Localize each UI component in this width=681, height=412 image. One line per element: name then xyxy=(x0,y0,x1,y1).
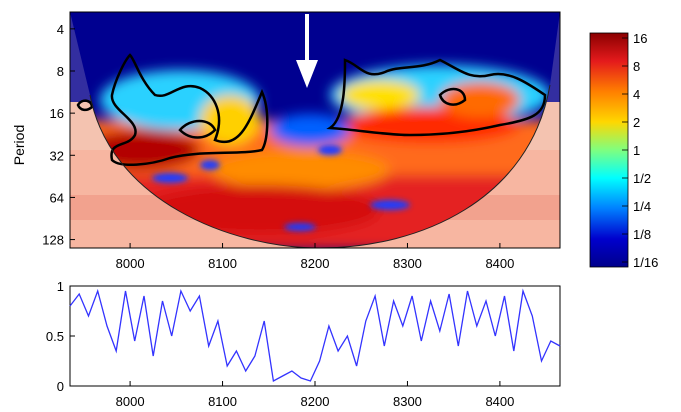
timeseries-frame xyxy=(69,285,561,387)
colorbar-tick-label: 4 xyxy=(633,87,640,102)
heatmap-x-tick-label: 8000 xyxy=(116,256,145,271)
timeseries-x-axis: 8000 8100 8200 8300 8400 xyxy=(116,381,514,409)
timeseries-x-tick-label: 8400 xyxy=(485,394,514,409)
heatmap-y-tick-label: 8 xyxy=(57,64,64,79)
colorbar-tick-label: 8 xyxy=(633,59,640,74)
colorbar-gradient xyxy=(589,32,629,268)
heatmap-y-axis: 4 8 16 32 64 128 xyxy=(42,22,75,248)
timeseries-y-tick-label: 1 xyxy=(57,279,64,294)
colorbar: 16 8 4 2 1 1/2 1/4 1/8 1/16 xyxy=(589,31,658,270)
series-line xyxy=(69,288,561,383)
timeseries-x-tick-label: 8100 xyxy=(208,394,237,409)
timeseries-y-tick-label: 0.5 xyxy=(46,329,64,344)
cone-of-influence xyxy=(89,84,551,248)
timeseries-panel: 00.51 8000 8100 8200 8300 8400 xyxy=(46,279,561,409)
heatmap-y-tick-label: 32 xyxy=(50,148,64,163)
timeseries-y-axis: 00.51 xyxy=(46,279,75,394)
heatmap-y-tick-label: 16 xyxy=(50,106,64,121)
significance-contours xyxy=(76,53,547,166)
heatmap-y-axis-label: Period xyxy=(11,125,27,165)
heatmap-x-tick-label: 8300 xyxy=(393,256,422,271)
heatmap-y-tick-label: 64 xyxy=(50,190,64,205)
heatmap-x-axis: 8000 8100 8200 8300 8400 xyxy=(116,243,514,271)
colorbar-tick-label: 1/2 xyxy=(633,171,651,186)
timeseries-x-tick-label: 8200 xyxy=(301,394,330,409)
colorbar-tick-label: 16 xyxy=(633,31,647,46)
colorbar-tick-label: 1/4 xyxy=(633,199,651,214)
heatmap-y-tick-label: 128 xyxy=(42,233,64,248)
timeseries-y-tick-label: 0 xyxy=(57,379,64,394)
heatmap-x-tick-label: 8100 xyxy=(208,256,237,271)
colorbar-tick-label: 1 xyxy=(633,143,640,158)
wavelet-power-panel xyxy=(70,12,560,248)
annotation-arrow xyxy=(296,14,318,88)
heatmap-x-tick-label: 8200 xyxy=(301,256,330,271)
colorbar-tick-label: 2 xyxy=(633,115,640,130)
heatmap-x-tick-label: 8400 xyxy=(485,256,514,271)
colorbar-tick-label: 1/8 xyxy=(633,227,651,242)
heatmap-y-tick-label: 4 xyxy=(57,22,64,37)
timeseries-x-tick-label: 8300 xyxy=(393,394,422,409)
timeseries-x-tick-label: 8000 xyxy=(116,394,145,409)
colorbar-tick-label: 1/16 xyxy=(633,255,658,270)
